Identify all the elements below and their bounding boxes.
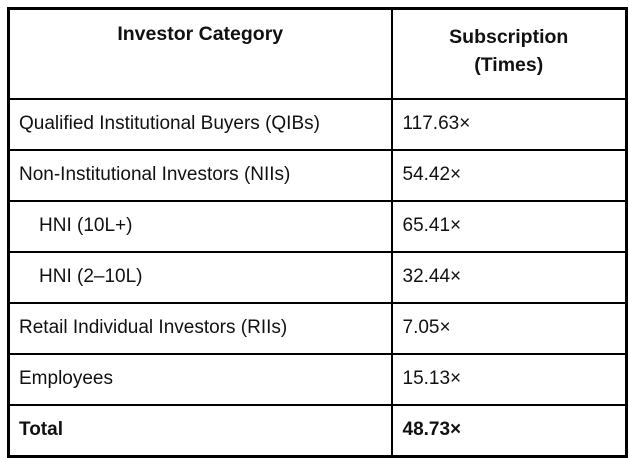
- subscription-cell: 65.41×: [390, 200, 628, 253]
- header-investor-category: Investor Category: [7, 7, 393, 100]
- subscription-cell: 117.63×: [390, 98, 628, 151]
- table-header-row: Investor Category Subscription (Times): [7, 7, 628, 100]
- table-row-employees: Employees 15.13×: [7, 353, 628, 406]
- category-cell: HNI (10L+): [7, 200, 393, 253]
- subscription-table: Investor Category Subscription (Times) Q…: [7, 7, 628, 458]
- subscription-cell: 54.42×: [390, 149, 628, 202]
- header-subscription-line1: Subscription: [449, 26, 569, 48]
- category-cell: Retail Individual Investors (RIIs): [7, 302, 393, 355]
- table-row-niis: Non-Institutional Investors (NIIs) 54.42…: [7, 149, 628, 202]
- header-subscription-times: Subscription (Times): [390, 7, 628, 100]
- table-row-qibs: Qualified Institutional Buyers (QIBs) 11…: [7, 98, 628, 151]
- subscription-cell: 7.05×: [390, 302, 628, 355]
- subscription-cell: 32.44×: [390, 251, 628, 304]
- category-cell: Non-Institutional Investors (NIIs): [7, 149, 393, 202]
- table-row-riis: Retail Individual Investors (RIIs) 7.05×: [7, 302, 628, 355]
- table-row-hni-10l-plus: HNI (10L+) 65.41×: [7, 200, 628, 253]
- table-row-total: Total 48.73×: [7, 404, 628, 458]
- category-cell-total: Total: [7, 404, 393, 458]
- header-subscription-line2: (Times): [474, 54, 544, 76]
- subscription-cell-total: 48.73×: [390, 404, 628, 458]
- category-cell: Employees: [7, 353, 393, 406]
- category-cell: Qualified Institutional Buyers (QIBs): [7, 98, 393, 151]
- category-cell: HNI (2–10L): [7, 251, 393, 304]
- table-row-hni-2-10l: HNI (2–10L) 32.44×: [7, 251, 628, 304]
- subscription-cell: 15.13×: [390, 353, 628, 406]
